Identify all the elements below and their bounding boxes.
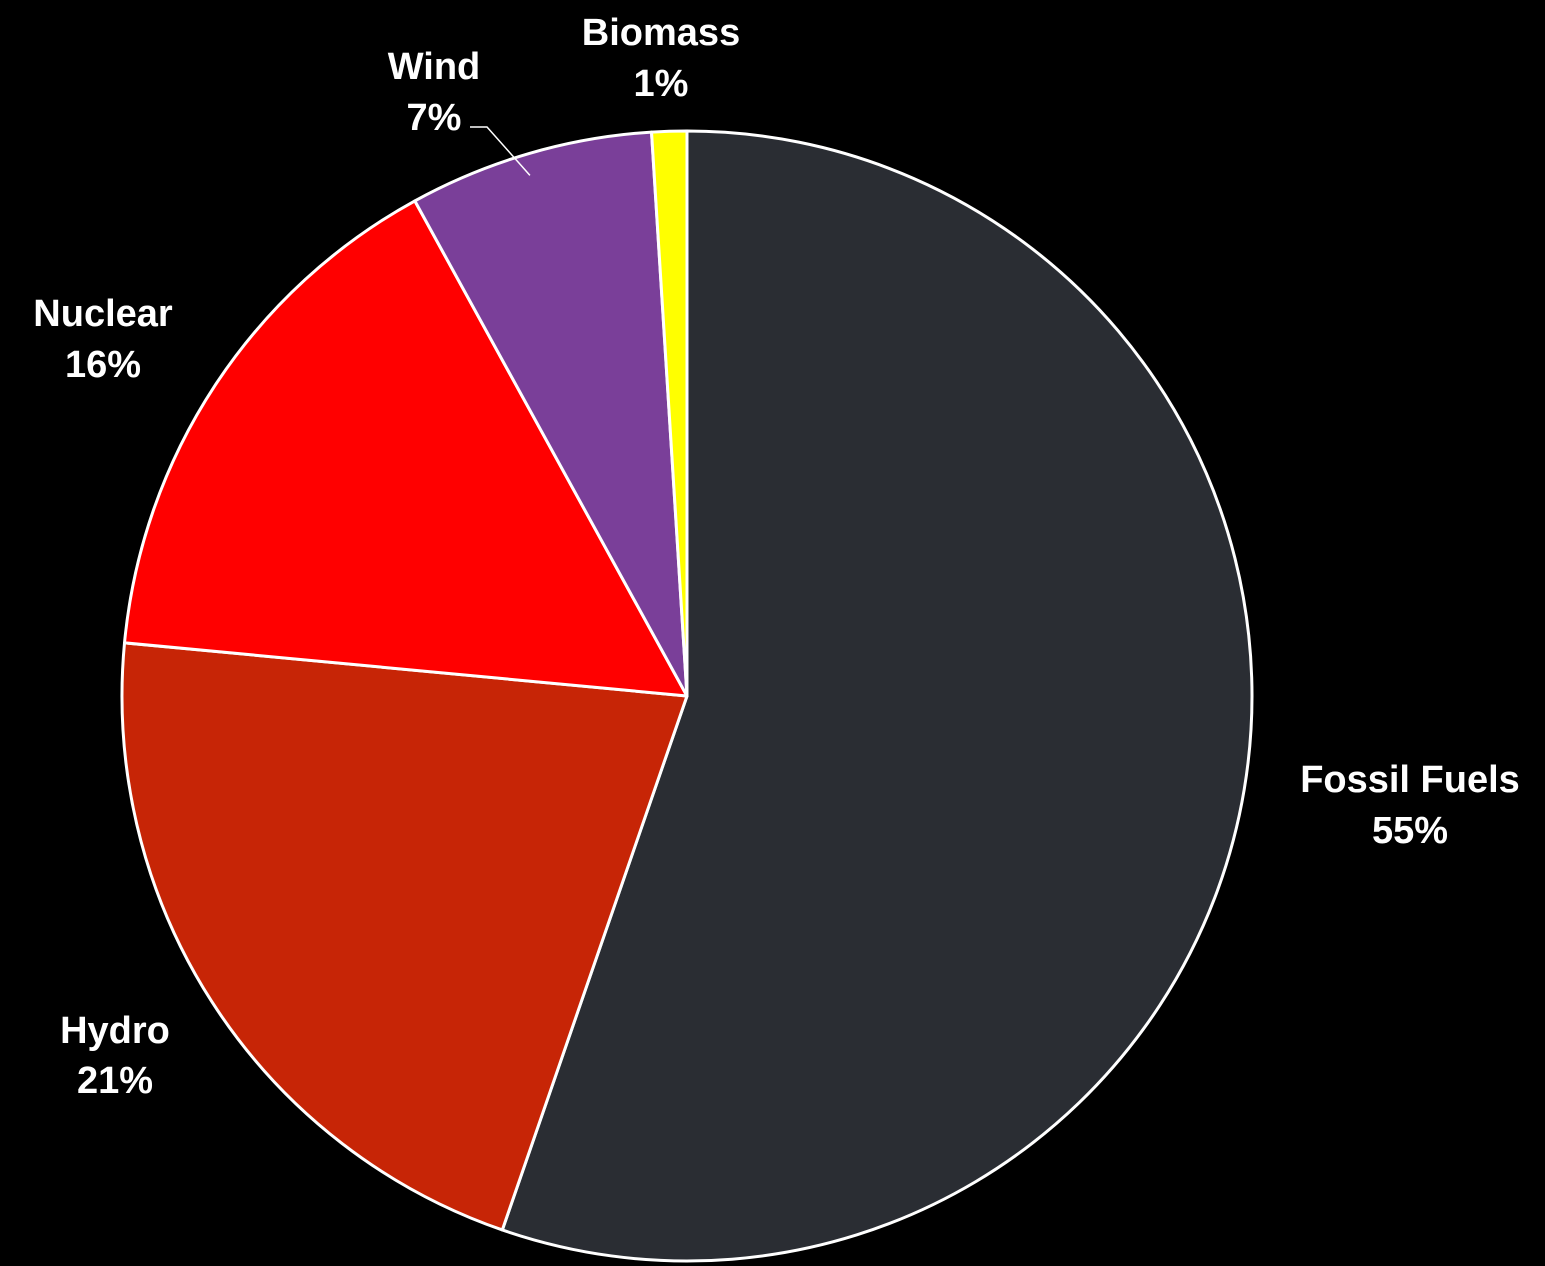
leader-line-wind <box>470 126 531 176</box>
label-percent-wind: 7% <box>407 97 462 139</box>
leader-lines <box>470 126 531 176</box>
label-name-biomass: Biomass <box>582 12 740 54</box>
label-name-hydro: Hydro <box>60 1010 170 1052</box>
pie-slices <box>120 129 1254 1263</box>
label-name-nuclear: Nuclear <box>33 293 173 335</box>
label-percent-hydro: 21% <box>77 1060 153 1102</box>
slice-hydro <box>120 641 689 1232</box>
label-name-fossil-fuels: Fossil Fuels <box>1300 759 1520 801</box>
slice-biomass <box>650 129 689 698</box>
label-percent-nuclear: 16% <box>65 344 141 386</box>
slice-fossil-fuels <box>500 129 1254 1263</box>
slice-wind <box>413 130 689 698</box>
label-percent-fossil-fuels: 55% <box>1372 810 1448 852</box>
label-percent-biomass: 1% <box>634 63 689 105</box>
label-name-wind: Wind <box>388 46 481 88</box>
slice-nuclear <box>123 199 689 698</box>
slice-labels: Fossil Fuels 55% Hydro 21% Nuclear 16% Wind 7% B… <box>33 12 1520 1102</box>
